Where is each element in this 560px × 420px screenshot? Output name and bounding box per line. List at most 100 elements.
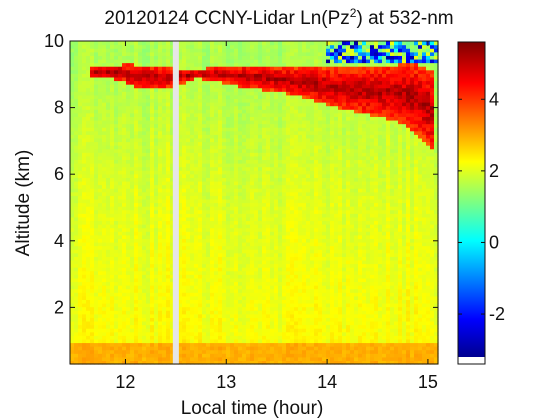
heatmap-cell (278, 220, 283, 225)
heatmap-cell (142, 109, 147, 114)
heatmap-cell (74, 48, 79, 53)
heatmap-cell (178, 241, 183, 247)
heatmap-cell (150, 209, 155, 214)
heatmap-cell (286, 69, 291, 74)
heatmap-cell (286, 116, 291, 121)
heatmap-cell (206, 127, 211, 132)
heatmap-cell (214, 346, 219, 351)
heatmap-cell (134, 44, 139, 49)
heatmap-cell (230, 277, 235, 283)
heatmap-cell (162, 202, 167, 207)
heatmap-cell (106, 127, 111, 132)
heatmap-cell (226, 123, 231, 128)
heatmap-cell (146, 84, 151, 89)
heatmap-cell (178, 259, 183, 265)
heatmap-cell (242, 209, 247, 214)
heatmap-cell (70, 41, 75, 46)
heatmap-cell (190, 102, 195, 107)
heatmap-cell (110, 44, 115, 49)
heatmap-cell (274, 306, 279, 311)
heatmap-cell (110, 41, 115, 46)
heatmap-cell (270, 238, 275, 243)
heatmap-cell (290, 270, 295, 275)
heatmap-cell (110, 191, 115, 196)
heatmap-cell (110, 58, 115, 64)
heatmap-cell (250, 134, 255, 139)
heatmap-cell (222, 62, 227, 67)
heatmap-cell (118, 213, 123, 218)
heatmap-cell (166, 98, 171, 103)
heatmap-cell (246, 76, 251, 82)
heatmap-cell (182, 259, 187, 265)
heatmap-cell (106, 238, 111, 243)
heatmap-cell (70, 346, 75, 351)
heatmap-cell (202, 166, 207, 171)
heatmap-cell (138, 69, 143, 74)
heatmap-cell (198, 102, 203, 107)
heatmap-cell (138, 166, 143, 171)
heatmap-cell (182, 274, 187, 279)
heatmap-cell (78, 238, 83, 243)
heatmap-cell (114, 342, 119, 347)
heatmap-cell (254, 328, 259, 333)
heatmap-cell (122, 84, 127, 89)
heatmap-cell (274, 184, 279, 189)
heatmap-cell (114, 41, 119, 46)
heatmap-cell (90, 256, 95, 261)
heatmap-cell (134, 324, 139, 329)
heatmap-cell (278, 274, 283, 279)
heatmap-cell (182, 173, 187, 178)
heatmap-cell (242, 310, 247, 315)
heatmap-cell (230, 102, 235, 107)
heatmap-cell (158, 281, 163, 286)
heatmap-cell (146, 328, 151, 333)
heatmap-cell (138, 331, 143, 336)
heatmap-cell (82, 213, 87, 218)
heatmap-cell (162, 356, 167, 362)
heatmap-cell (190, 98, 195, 103)
heatmap-cell (242, 241, 247, 247)
heatmap-cell (106, 94, 111, 100)
heatmap-cell (90, 105, 95, 110)
heatmap-cell (254, 256, 259, 261)
heatmap-cell (182, 91, 187, 96)
heatmap-cell (126, 55, 131, 60)
heatmap-cell (234, 238, 239, 243)
heatmap-cell (158, 213, 163, 218)
heatmap-cell (142, 277, 147, 283)
heatmap-cell (138, 324, 143, 329)
heatmap-cell (258, 198, 263, 204)
heatmap-cell (286, 245, 291, 250)
heatmap-cell (278, 152, 283, 157)
heatmap-cell (218, 216, 223, 222)
heatmap-cell (106, 55, 111, 60)
heatmap-cell (218, 73, 223, 78)
heatmap-cell (206, 177, 211, 182)
heatmap-cell (86, 306, 91, 311)
heatmap-cell (134, 184, 139, 189)
heatmap-cell (102, 55, 107, 60)
heatmap-cell (154, 163, 159, 168)
heatmap-cell (78, 155, 83, 161)
heatmap-cell (122, 191, 127, 196)
heatmap-cell (178, 346, 183, 351)
heatmap-cell (202, 80, 207, 85)
heatmap-cell (138, 51, 143, 56)
heatmap-cell (122, 360, 127, 365)
heatmap-cell (158, 130, 163, 135)
heatmap-cell (182, 180, 187, 186)
heatmap-cell (234, 177, 239, 182)
heatmap-cell (190, 245, 195, 250)
heatmap-cell (166, 48, 171, 53)
heatmap-cell (78, 116, 83, 121)
heatmap-cell (270, 349, 275, 354)
heatmap-cell (214, 338, 219, 344)
heatmap-cell (122, 346, 127, 351)
heatmap-cell (202, 299, 207, 304)
heatmap-cell (246, 245, 251, 250)
heatmap-cell (170, 198, 175, 204)
heatmap-cell (110, 267, 115, 272)
heatmap-cell (178, 245, 183, 250)
heatmap-cell (126, 209, 131, 214)
heatmap-cell (214, 80, 219, 85)
